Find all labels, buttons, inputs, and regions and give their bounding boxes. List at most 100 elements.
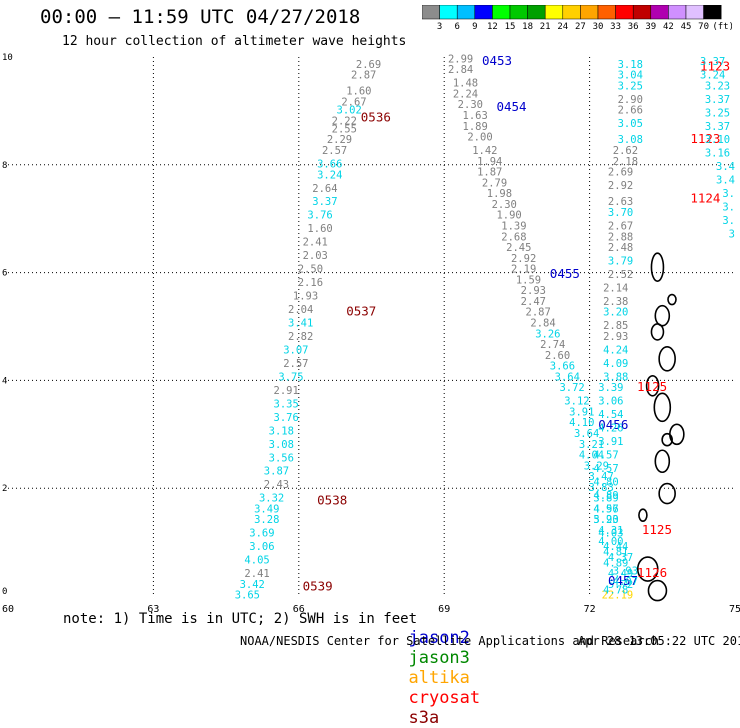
wave-height-value: 22.19 xyxy=(602,590,634,602)
wave-height-value: 3.28 xyxy=(254,514,279,526)
island-outline xyxy=(654,449,671,474)
wave-height-value: 2.48 xyxy=(608,242,633,254)
wave-height-value: 2.79 xyxy=(482,177,507,189)
wave-height-value: 4.05 xyxy=(244,555,269,567)
wave-height-value: 3.56 xyxy=(269,452,294,464)
pass-time-label: 0456 xyxy=(598,417,628,432)
island-outline xyxy=(647,579,668,602)
colorbar-label: 30 xyxy=(593,22,604,31)
wave-height-value: 3. xyxy=(722,215,735,227)
wave-height-value: 2.30 xyxy=(458,99,483,111)
wave-height-value: 3.37 xyxy=(705,94,730,106)
wave-height-value: 2.29 xyxy=(327,134,352,146)
colorbar-label: 15 xyxy=(505,22,516,31)
wave-height-value: 2.14 xyxy=(603,282,628,294)
wave-height-value: 2.67 xyxy=(341,97,366,109)
legend: jason2 jason3 altika cryosat s3a xyxy=(388,608,484,728)
wave-height-value: 3.41 xyxy=(288,318,313,330)
pass-time-label: 1123 xyxy=(700,58,730,73)
x-tick-label: 69 xyxy=(438,604,450,615)
legend-item-cryosat: cryosat xyxy=(408,688,481,708)
wave-height-value: 5.20 xyxy=(593,514,618,526)
generated-timestamp: Apr 28 13:05:22 UTC 2018 xyxy=(578,634,740,648)
wave-height-value: 1.39 xyxy=(501,220,526,232)
wave-height-value: 1.48 xyxy=(453,78,478,90)
wave-height-value: 4.09 xyxy=(603,358,628,370)
chart-subtitle: 12 hour collection of altimeter wave hei… xyxy=(62,34,407,49)
wave-height-value: 3.88 xyxy=(603,371,628,383)
island-outline xyxy=(638,508,648,522)
colorbar: 3 6 9 12 15 18 21 24 27 30 33 36 39 42 45 70 (ft) xyxy=(422,5,732,31)
wave-height-value: 2.16 xyxy=(298,277,323,289)
wave-height-value: 2.60 xyxy=(545,350,570,362)
wave-height-value: 3.64 xyxy=(555,371,580,383)
wave-height-value: 2.22 xyxy=(332,115,357,127)
wave-height-value: 4.07 xyxy=(613,576,638,588)
credit-line: NOAA/NESDIS Center for Satellite Applica… xyxy=(240,634,660,648)
wave-height-value: 2.69 xyxy=(356,59,381,71)
colorbar-label: 36 xyxy=(628,22,639,31)
y-tick-label: 2 xyxy=(2,484,7,494)
wave-height-value: 2.92 xyxy=(608,180,633,192)
wave-height-value: 3.72 xyxy=(559,382,584,394)
colorbar-label: 21 xyxy=(540,22,551,31)
wave-height-value: 3.04 xyxy=(618,70,643,82)
wave-height-value: 4.44 xyxy=(603,541,628,553)
wave-height-value: 3.08 xyxy=(618,134,643,146)
wave-height-value: 3.66 xyxy=(550,361,575,373)
wave-height-value: 4.78 xyxy=(603,584,628,596)
wave-height-value: 2.74 xyxy=(540,339,565,351)
wave-height-value: 2.62 xyxy=(613,145,638,157)
wave-height-value: 3.16 xyxy=(705,148,730,160)
wave-height-value: 2.24 xyxy=(453,88,478,100)
wave-height-value: 3.37 xyxy=(700,56,725,68)
wave-height-value: 2.93 xyxy=(603,331,628,343)
legend-item-s3a: s3a xyxy=(408,708,440,728)
wave-height-value: 2.66 xyxy=(618,105,643,117)
wave-height-value: 2.87 xyxy=(526,307,551,319)
pass-time-label: 1124 xyxy=(690,191,720,206)
wave-height-value: 4.00 xyxy=(598,536,623,548)
y-tick-label: 0 xyxy=(2,587,7,597)
wave-height-value: 4.89 xyxy=(603,557,628,569)
wave-height-value: 3.21 xyxy=(579,439,604,451)
wave-height-value: 2.19 xyxy=(511,264,536,276)
wave-height-value: 2.47 xyxy=(521,296,546,308)
wave-height-value: 3.24 xyxy=(317,169,342,181)
wave-height-value: 3.47 xyxy=(589,471,614,483)
wave-height-value: 3. xyxy=(722,202,735,214)
wave-height-value: 3.37 xyxy=(705,121,730,133)
wave-height-value: 4.80 xyxy=(593,477,618,489)
y-tick-label: 8 xyxy=(2,161,7,171)
wave-height-value: 4.57 xyxy=(593,450,618,462)
wave-height-value: 2.52 xyxy=(608,269,633,281)
wave-height-value: 2.91 xyxy=(274,385,299,397)
wave-height-value: 4.97 xyxy=(593,503,618,515)
wave-height-value: 3.93 xyxy=(613,565,638,577)
wave-height-value: 1.94 xyxy=(477,156,502,168)
wave-height-value: 3.10 xyxy=(705,134,730,146)
island-outline xyxy=(658,346,676,372)
wave-height-value: 2.88 xyxy=(608,231,633,243)
wave-height-value: 4.89 xyxy=(593,490,618,502)
wave-height-value: 3.23 xyxy=(705,80,730,92)
wave-height-value: 3.69 xyxy=(249,528,274,540)
wave-height-value: 2.45 xyxy=(506,242,531,254)
wave-height-value: 1.63 xyxy=(463,110,488,122)
wave-height-value: 1.90 xyxy=(496,210,521,222)
wave-height-value: 3.02 xyxy=(337,105,362,117)
x-tick-label: 72 xyxy=(584,604,596,615)
chart-title: 00:00 – 11:59 UTC 04/27/2018 xyxy=(40,6,361,28)
pass-time-label: 1125 xyxy=(642,522,672,537)
wave-height-value: 2.84 xyxy=(448,64,473,76)
wave-height-value: 2.63 xyxy=(608,196,633,208)
island-outline xyxy=(645,374,660,397)
x-tick-label: 75 xyxy=(729,604,740,615)
island-outline xyxy=(654,304,671,327)
wave-height-value: 2.64 xyxy=(312,183,337,195)
wave-height-value: 3.39 xyxy=(598,382,623,394)
legend-item-altika: altika xyxy=(408,668,470,688)
wave-height-value: 3.93 xyxy=(593,514,618,526)
wave-height-value: 3.49 xyxy=(254,503,279,515)
colorbar-label: 45 xyxy=(681,22,692,31)
